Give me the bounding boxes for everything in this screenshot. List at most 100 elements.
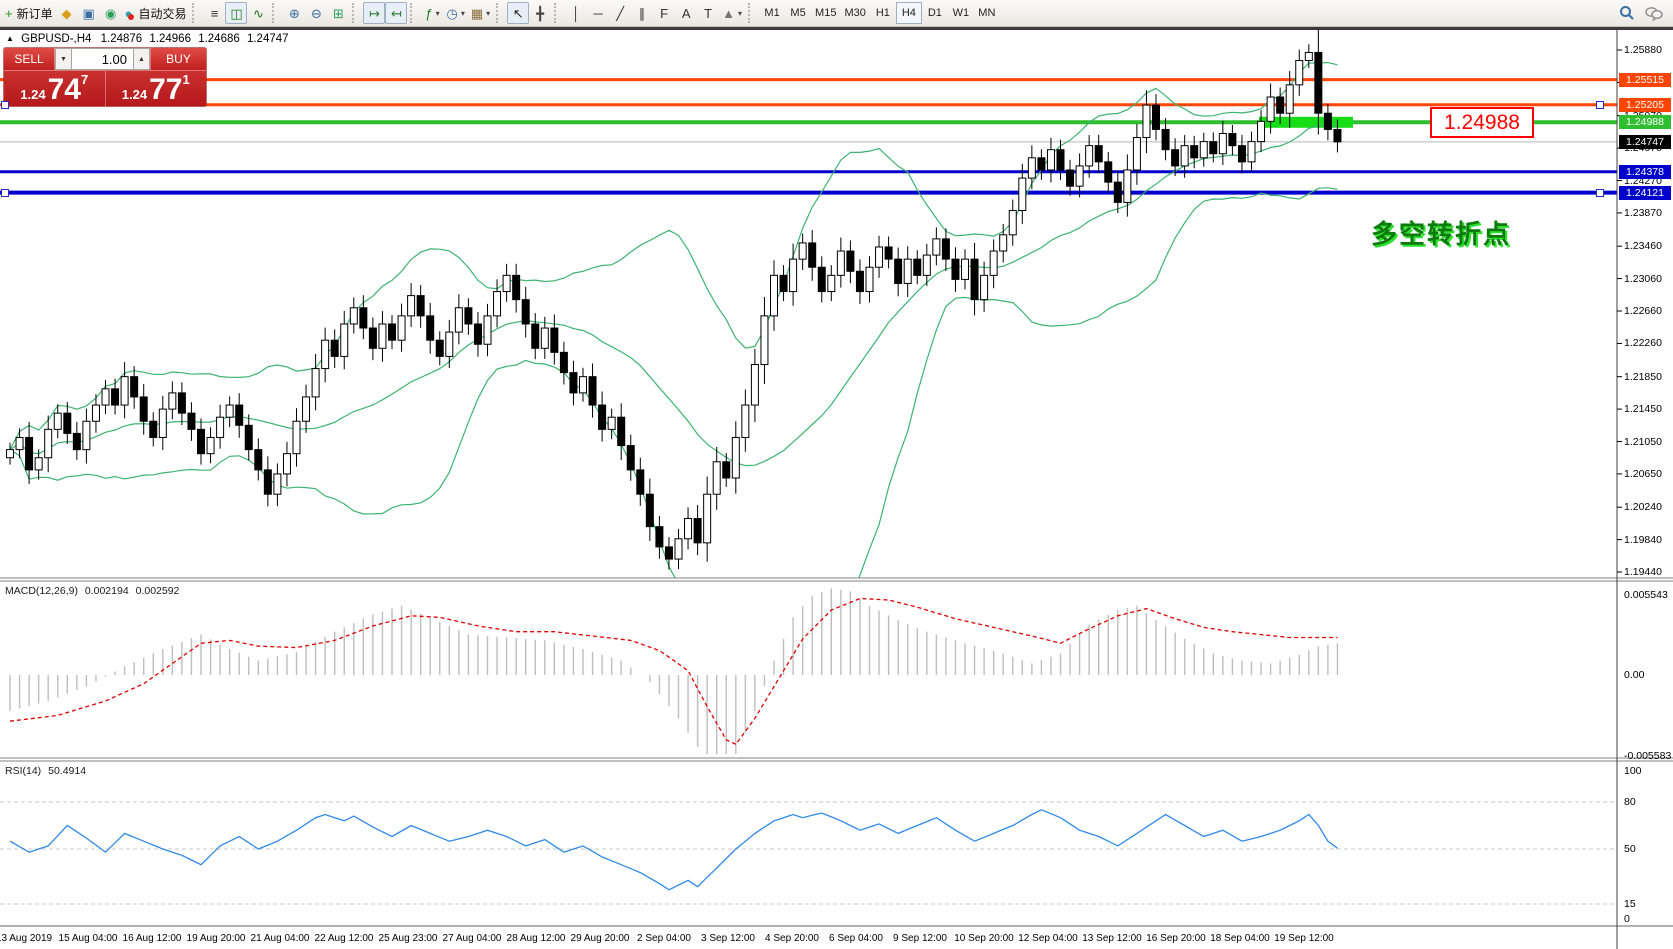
line-selection-handle[interactable] bbox=[1, 100, 9, 109]
timeframe-button-m30[interactable]: M30 bbox=[844, 7, 866, 19]
equidistant-channel-button[interactable]: ∥ bbox=[631, 2, 653, 24]
timeframe-button-mn[interactable]: MN bbox=[978, 7, 996, 19]
autotrading-button-label: 自动交易 bbox=[138, 6, 187, 21]
zoom-out-button[interactable]: ⊖ bbox=[305, 2, 327, 24]
trendline-button[interactable]: ╱ bbox=[609, 2, 631, 24]
buy-button[interactable]: BUY bbox=[150, 48, 206, 70]
autotrading-button[interactable]: ● 自动交易 bbox=[122, 2, 190, 24]
sell-price[interactable]: 1.24 74 7 bbox=[4, 71, 106, 107]
toolbar-button-group: + 新订单 ◆ ▣ ◉ ● 自动交易 ≡ ◫ ∿ ⊕ ⊖ ⊞ ↦ ↤ ƒ ▾ ◷ ▾ ▦ ▾ ↖ ╋ │ ─ ╱ ∥ F A T ▲ ▾ bbox=[2, 2, 745, 24]
templates-icon: ▦ bbox=[470, 5, 484, 21]
collapse-triangle-icon[interactable]: ▲ bbox=[6, 34, 14, 43]
sell-button[interactable]: SELL bbox=[4, 48, 55, 70]
chat-icon[interactable] bbox=[1645, 6, 1663, 21]
chevron-down-icon[interactable]: ▾ bbox=[738, 8, 743, 18]
data-window-button[interactable]: ▣ bbox=[78, 2, 100, 24]
ohlc-low: 1.24686 bbox=[198, 33, 240, 45]
timeframe-button-m1[interactable]: M1 bbox=[764, 7, 780, 19]
timeframe-button-w1[interactable]: W1 bbox=[952, 7, 970, 19]
time-axis-label: 4 Sep 20:00 bbox=[765, 933, 819, 944]
crosshair-icon: ╋ bbox=[536, 5, 545, 21]
toolbar-grip bbox=[748, 3, 756, 23]
sell-price-big: 74 bbox=[47, 73, 81, 106]
time-axis-label: 18 Sep 04:00 bbox=[1210, 933, 1270, 944]
line-selection-handle[interactable] bbox=[1596, 188, 1604, 197]
tile-windows-button[interactable]: ⊞ bbox=[327, 2, 349, 24]
line-chart-icon: ∿ bbox=[253, 5, 264, 21]
crosshair-button[interactable]: ╋ bbox=[529, 2, 551, 24]
price-tick-label: 1.19840 bbox=[1624, 533, 1662, 546]
fibonacci-button[interactable]: F bbox=[653, 2, 675, 24]
new-order-button[interactable]: + 新订单 bbox=[2, 2, 56, 24]
chart-window: ▲ GBPUSD-,H4 1.24876 1.24966 1.24686 1.2… bbox=[0, 30, 1673, 949]
time-axis-label: 15 Aug 04:00 bbox=[58, 933, 118, 944]
vertical-line-icon: │ bbox=[572, 5, 581, 21]
periods-icon: ◷ bbox=[446, 5, 458, 21]
line-selection-handle[interactable] bbox=[1, 188, 9, 197]
macd-tick-label: 0.00 bbox=[1624, 669, 1645, 681]
macd-value: 0.002194 bbox=[84, 585, 129, 597]
timeframe-button-h4[interactable]: H4 bbox=[895, 2, 922, 24]
arrows-button[interactable]: ▲ ▾ bbox=[719, 2, 745, 24]
current-price-badge: 1.24747 bbox=[1619, 134, 1671, 149]
time-axis-label: 6 Sep 04:00 bbox=[829, 933, 883, 944]
chart-shift-button[interactable]: ↤ bbox=[385, 2, 408, 24]
auto-scroll-button[interactable]: ↦ bbox=[363, 2, 386, 24]
vertical-line-button[interactable]: │ bbox=[565, 2, 587, 24]
chevron-down-icon[interactable]: ▾ bbox=[486, 8, 491, 18]
time-axis-label: 22 Aug 12:00 bbox=[314, 933, 374, 944]
macd-tick-label: -0.005583 bbox=[1624, 749, 1672, 762]
buy-price[interactable]: 1.24 77 1 bbox=[106, 71, 207, 107]
chevron-down-icon[interactable]: ▾ bbox=[460, 8, 465, 18]
volume-increase-button[interactable]: ▲ bbox=[133, 48, 150, 70]
new-order-button-label: 新订单 bbox=[16, 6, 53, 21]
time-axis-label: 28 Aug 12:00 bbox=[506, 933, 566, 944]
equidistant-channel-icon: ∥ bbox=[638, 5, 646, 21]
timeframe-button-d1[interactable]: D1 bbox=[927, 7, 942, 19]
navigator-button[interactable]: ◉ bbox=[100, 2, 122, 24]
periods-button[interactable]: ◷ ▾ bbox=[443, 2, 467, 24]
volume-decrease-button[interactable]: ▼ bbox=[55, 48, 72, 70]
timeframe-button-h1[interactable]: H1 bbox=[875, 7, 890, 19]
price-tick-label: 1.20240 bbox=[1624, 501, 1662, 514]
symbol-info: ▲ GBPUSD-,H4 1.24876 1.24966 1.24686 1.2… bbox=[6, 33, 289, 45]
price-level-badge: 1.25515 bbox=[1619, 72, 1671, 87]
trendline-icon: ╱ bbox=[616, 5, 625, 21]
buy-price-sup: 1 bbox=[182, 72, 190, 87]
timeframe-button-m5[interactable]: M5 bbox=[790, 7, 806, 19]
candlestick-chart-button[interactable]: ◫ bbox=[225, 2, 248, 24]
zoom-in-button[interactable]: ⊕ bbox=[283, 2, 305, 24]
ohlc-close: 1.24747 bbox=[246, 33, 289, 45]
price-tick-label: 1.23060 bbox=[1624, 272, 1662, 285]
line-selection-handle[interactable] bbox=[1596, 100, 1604, 109]
turning-point-annotation[interactable]: 多空转折点 bbox=[1371, 219, 1512, 249]
symbol-name: GBPUSD-,H4 bbox=[21, 33, 92, 45]
toolbar: + 新订单 ◆ ▣ ◉ ● 自动交易 ≡ ◫ ∿ ⊕ ⊖ ⊞ ↦ ↤ ƒ ▾ ◷ ▾ ▦ ▾ ↖ ╋ │ ─ ╱ ∥ F A T ▲ ▾ M1… bbox=[0, 0, 1673, 27]
macd-tick-label: 0.005543 bbox=[1624, 589, 1668, 601]
search-icon[interactable] bbox=[1619, 5, 1635, 21]
timeframe-button-m15[interactable]: M15 bbox=[815, 7, 837, 19]
bar-chart-icon: ≡ bbox=[210, 5, 219, 21]
autotrading-status-dot bbox=[128, 14, 135, 20]
price-level-badge: 1.24378 bbox=[1619, 164, 1671, 179]
indicators-button[interactable]: ƒ ▾ bbox=[421, 2, 443, 24]
chevron-down-icon[interactable]: ▾ bbox=[435, 8, 440, 18]
text-button[interactable]: A bbox=[675, 2, 697, 24]
ohlc-open: 1.24876 bbox=[100, 33, 143, 45]
line-chart-button[interactable]: ∿ bbox=[247, 2, 269, 24]
volume-input[interactable]: 1.00 bbox=[72, 48, 133, 70]
time-axis-label: 3 Sep 12:00 bbox=[701, 933, 755, 944]
price-annotation-box[interactable]: 1.24988 bbox=[1430, 107, 1534, 138]
toolbar-grip bbox=[554, 3, 562, 23]
horizontal-line-button[interactable]: ─ bbox=[587, 2, 609, 24]
bar-chart-button[interactable]: ≡ bbox=[203, 2, 225, 24]
text-label-button[interactable]: T bbox=[697, 2, 719, 24]
toolbar-grip bbox=[410, 3, 418, 23]
time-axis-label: 29 Aug 20:00 bbox=[570, 933, 630, 944]
price-tick-label: 1.23460 bbox=[1624, 240, 1662, 253]
arrows-icon: ▲ bbox=[722, 5, 736, 21]
templates-button[interactable]: ▦ ▾ bbox=[468, 2, 493, 24]
cursor-button[interactable]: ↖ bbox=[507, 2, 530, 24]
market-watch-button[interactable]: ◆ bbox=[56, 2, 78, 24]
rsi-indicator-label: RSI(14) 50.4914 bbox=[5, 765, 87, 777]
